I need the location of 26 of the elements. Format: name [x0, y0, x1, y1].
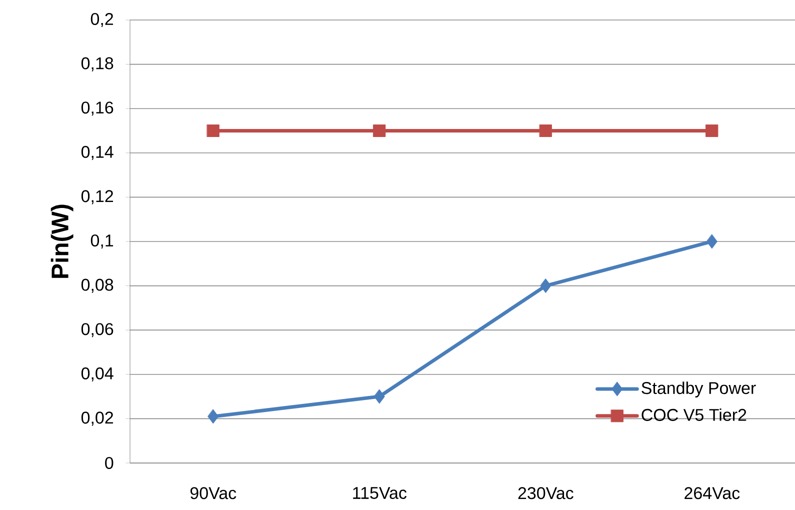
x-tick-label: 115Vac [353, 487, 407, 499]
y-tick-label: 0,04 [81, 367, 114, 382]
y-tick-label: 0 [105, 456, 114, 470]
y-axis-title: Pin(W) [50, 204, 74, 278]
x-tick-label: 90Vac [190, 487, 236, 500]
legend-label: COC V5 Tier2 [642, 408, 746, 421]
y-tick-label: 0,14 [81, 146, 114, 160]
y-tick-label: 0,02 [81, 412, 114, 426]
x-tick-label: 264Vac [684, 487, 740, 500]
x-tick-label: 230Vac [518, 487, 574, 500]
y-tick-label: 0,2 [90, 12, 114, 28]
point [539, 124, 552, 137]
point [373, 124, 386, 137]
y-tick-label: 0,18 [81, 57, 114, 72]
y-tick-label: 0,1 [90, 234, 114, 249]
legend-label: Standby Power [642, 382, 756, 398]
point [706, 234, 718, 249]
point [540, 278, 552, 294]
point [374, 389, 385, 404]
y-tick-label: 0,16 [81, 102, 114, 116]
y-tick-label: 0,12 [81, 190, 114, 204]
point [706, 124, 718, 137]
y-tick-label: 0,08 [81, 278, 114, 293]
point [208, 409, 219, 424]
y-tick-label: 0,06 [81, 323, 114, 338]
point [206, 124, 220, 137]
